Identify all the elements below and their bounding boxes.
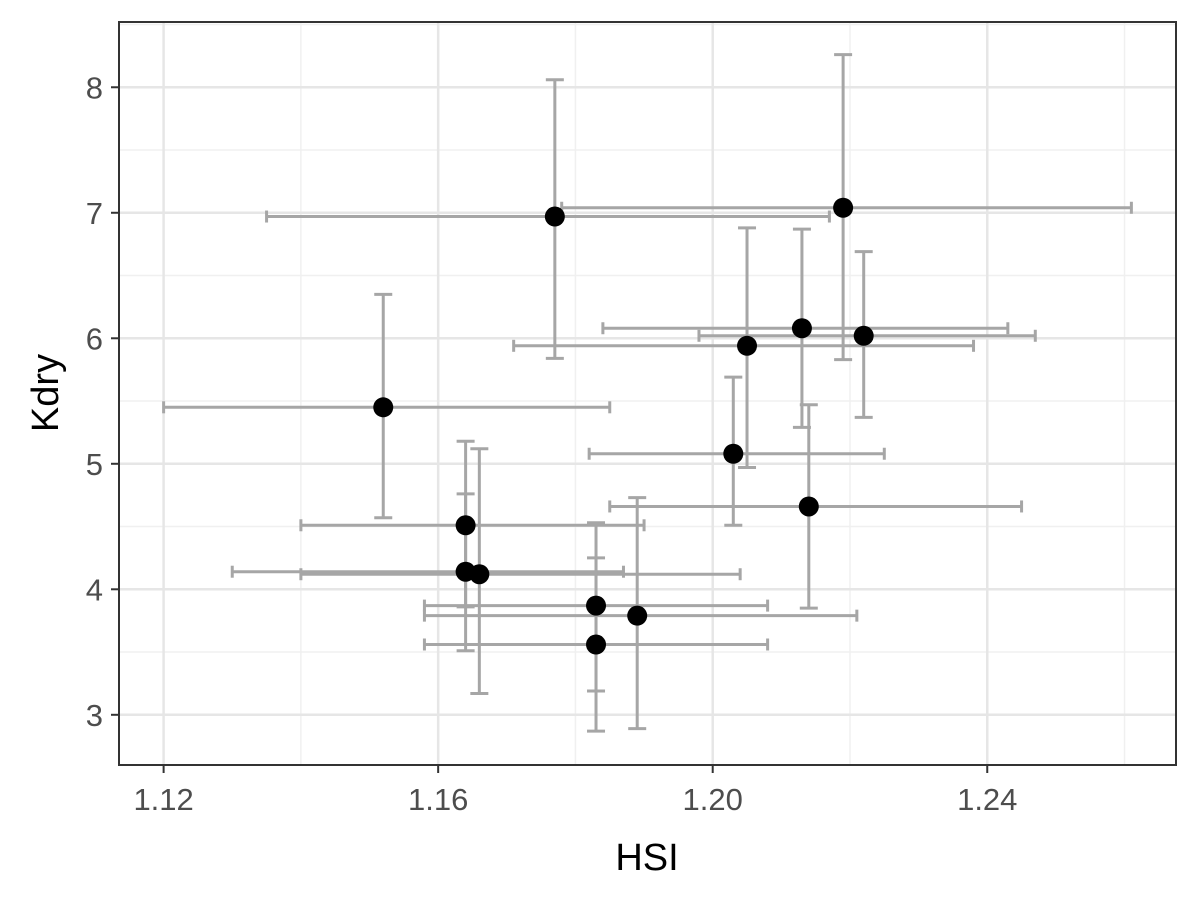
data-point: [455, 515, 476, 536]
x-axis: 1.12 1.16 1.20 1.24: [133, 765, 1017, 817]
y-tick-label: 4: [86, 572, 103, 607]
data-point: [798, 496, 819, 517]
x-axis-title: HSI: [615, 837, 678, 879]
y-tick-label: 3: [86, 698, 103, 733]
panel-border: [118, 21, 1177, 766]
y-tick-label: 6: [86, 321, 103, 356]
data-point: [586, 634, 607, 655]
data-point: [544, 206, 565, 227]
data-point: [791, 318, 812, 339]
minor-gridlines: [119, 22, 1176, 765]
x-tick-label: 1.20: [683, 782, 743, 817]
y-tick-label: 8: [86, 70, 103, 105]
data-point: [373, 397, 394, 418]
y-tick-label: 5: [86, 447, 103, 482]
x-tick-label: 1.24: [957, 782, 1017, 817]
major-gridlines: [119, 22, 1176, 765]
data-point: [723, 443, 744, 464]
data-point: [627, 605, 648, 626]
data-points: [373, 197, 874, 655]
y-axis-title: Kdry: [25, 354, 67, 432]
x-tick-label: 1.16: [408, 782, 468, 817]
data-point: [833, 197, 854, 218]
data-point: [853, 325, 874, 346]
panel-background: [119, 22, 1176, 765]
data-point: [737, 335, 758, 356]
x-tick-label: 1.12: [133, 782, 193, 817]
data-point: [586, 595, 607, 616]
y-tick-label: 7: [86, 196, 103, 231]
y-axis: 3 4 5 6 7 8: [86, 70, 119, 733]
data-point: [469, 564, 490, 585]
